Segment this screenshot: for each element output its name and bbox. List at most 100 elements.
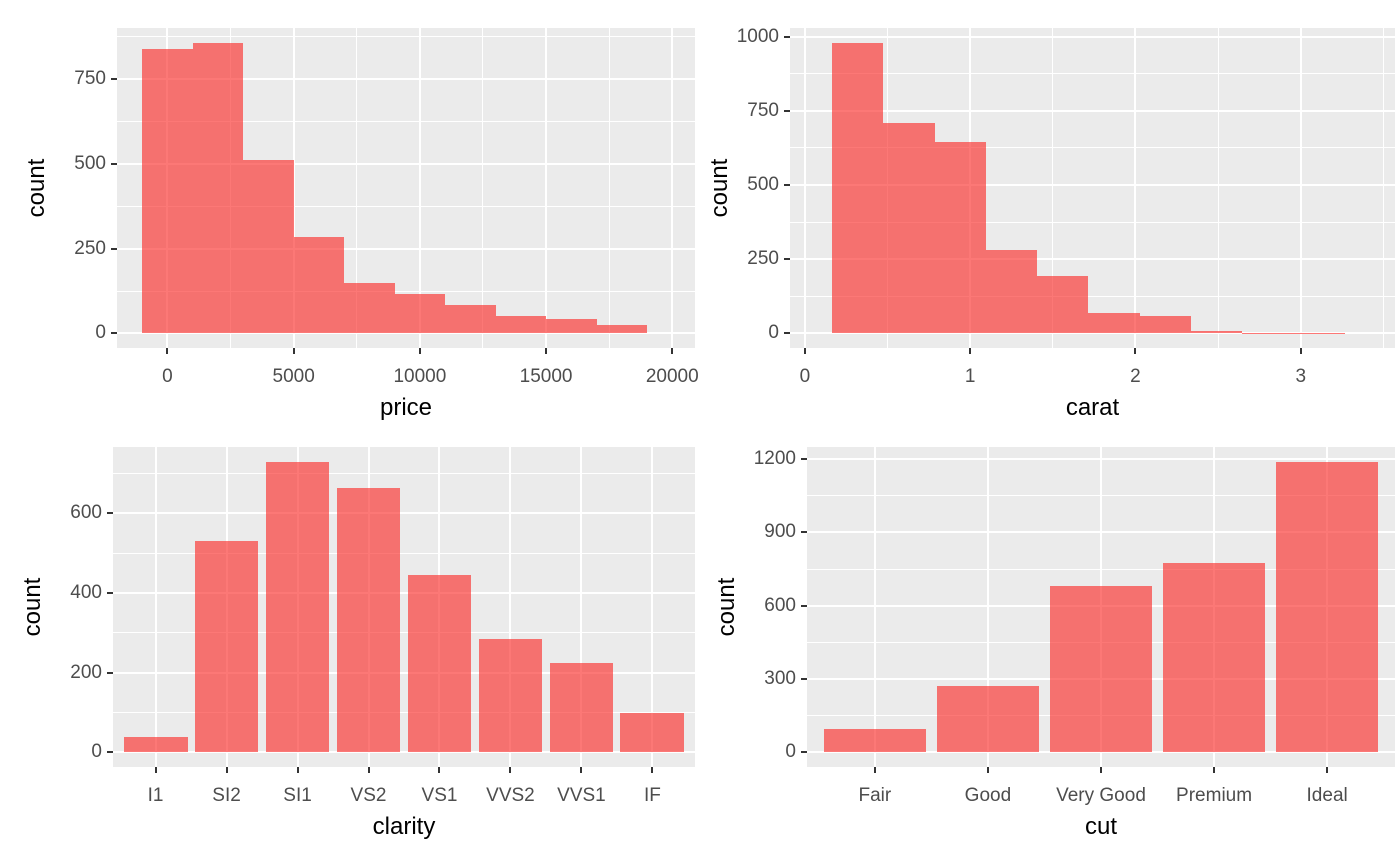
price-histogram: count price 0 250 500 750 0 5000 10000 15000 200…	[0, 0, 700, 433]
bar-bin-10	[596, 324, 648, 334]
bar-si2	[194, 540, 259, 753]
y-tick-mark	[111, 78, 117, 81]
bar-bin-9	[1242, 332, 1294, 334]
x-tick-label: 10000	[393, 366, 447, 387]
major-gridline	[790, 109, 1395, 112]
x-tick-mark	[225, 767, 228, 773]
x-tick-label: 15000	[519, 366, 573, 387]
major-gridline	[117, 332, 695, 335]
major-gridline	[509, 447, 512, 767]
bar-bin-7	[445, 305, 496, 334]
x-tick-mark	[986, 767, 989, 773]
x-tick-label: Premium	[1176, 785, 1253, 806]
major-gridline	[986, 447, 989, 767]
y-tick-mark	[784, 332, 790, 335]
y-tick-label: 0	[785, 741, 796, 763]
minor-gridline	[117, 121, 695, 123]
bar-bin-2	[883, 122, 935, 334]
major-gridline	[790, 258, 1395, 261]
minor-gridline	[117, 205, 695, 207]
x-axis-title: price	[379, 394, 433, 421]
y-tick-label: 500	[747, 174, 779, 196]
major-gridline	[580, 447, 583, 767]
minor-gridline	[790, 295, 1395, 297]
major-gridline	[671, 28, 674, 348]
x-tick-label: 20000	[645, 366, 699, 387]
bar-bin-1	[142, 48, 193, 334]
x-tick-label: 5000	[272, 366, 315, 387]
major-gridline	[113, 512, 695, 515]
major-gridline	[790, 332, 1395, 335]
major-gridline	[651, 447, 654, 767]
bar-i1	[123, 737, 188, 753]
y-tick-mark	[111, 162, 117, 165]
x-axis-title: carat	[1065, 394, 1120, 421]
x-tick-mark	[296, 767, 299, 773]
plot-panel-clarity	[113, 447, 695, 767]
x-tick-label: 0	[162, 366, 173, 387]
bar-vvs1	[549, 662, 614, 753]
y-tick-mark	[801, 604, 807, 607]
plot-panel-cut	[807, 447, 1395, 767]
minor-gridline	[117, 290, 695, 292]
major-gridline	[1134, 28, 1137, 348]
y-tick-label: 750	[747, 99, 779, 121]
y-tick-label: 1000	[736, 25, 779, 47]
minor-gridline	[117, 36, 695, 38]
bar-si1	[265, 461, 330, 753]
bar-bin-6	[394, 294, 446, 334]
x-tick-label: SI1	[283, 785, 312, 806]
y-tick-label: 500	[74, 152, 106, 174]
x-tick-mark	[418, 348, 421, 354]
major-gridline	[292, 28, 295, 348]
x-tick-label: Very Good	[1056, 785, 1146, 806]
y-tick-label: 250	[747, 248, 779, 270]
y-axis-title: count	[19, 577, 46, 637]
bar-bin-2	[192, 42, 244, 334]
y-tick-label: 250	[74, 237, 106, 259]
y-tick-mark	[801, 458, 807, 461]
x-tick-mark	[1213, 767, 1216, 773]
x-tick-label: VS1	[421, 785, 458, 806]
minor-gridline	[482, 28, 484, 348]
bar-vs2	[336, 487, 401, 753]
x-tick-mark	[367, 767, 370, 773]
x-tick-label: Good	[964, 785, 1012, 806]
bar-bin-4	[293, 236, 345, 334]
x-tick-label: 0	[799, 366, 811, 387]
major-gridline	[113, 592, 695, 595]
y-tick-label: 900	[764, 521, 796, 543]
carat-histogram: count carat 0 250 500 750 1000 0 1 2 3	[700, 0, 1400, 433]
major-gridline	[117, 247, 695, 250]
minor-gridline	[608, 28, 610, 348]
major-gridline	[803, 28, 806, 348]
minor-gridline	[113, 473, 695, 475]
plot-panel-price	[117, 28, 695, 348]
bar-bin-5	[1037, 275, 1089, 334]
plot-panel-carat	[790, 28, 1395, 348]
y-tick-label: 750	[74, 68, 106, 90]
x-tick-mark	[292, 348, 295, 354]
y-tick-mark	[801, 751, 807, 754]
x-tick-label: IF	[643, 785, 661, 806]
bar-bin-4	[985, 249, 1038, 334]
bar-bin-3	[934, 141, 986, 334]
x-tick-label: Ideal	[1306, 785, 1348, 806]
bar-good	[937, 685, 1039, 753]
bar-premium	[1163, 563, 1265, 753]
x-tick-label: 2	[1130, 366, 1141, 387]
x-tick-label: SI2	[212, 785, 241, 806]
x-tick-mark	[1134, 348, 1137, 354]
y-tick-mark	[801, 678, 807, 681]
x-tick-label: I1	[147, 785, 164, 806]
bar-fair	[823, 728, 926, 753]
y-tick-mark	[107, 592, 113, 595]
y-tick-mark	[111, 332, 117, 335]
x-tick-mark	[580, 767, 583, 773]
minor-gridline	[113, 552, 695, 554]
y-tick-mark	[784, 109, 790, 112]
bar-bin-8	[1190, 330, 1243, 334]
y-tick-label: 1200	[753, 448, 796, 470]
major-gridline	[117, 162, 695, 165]
